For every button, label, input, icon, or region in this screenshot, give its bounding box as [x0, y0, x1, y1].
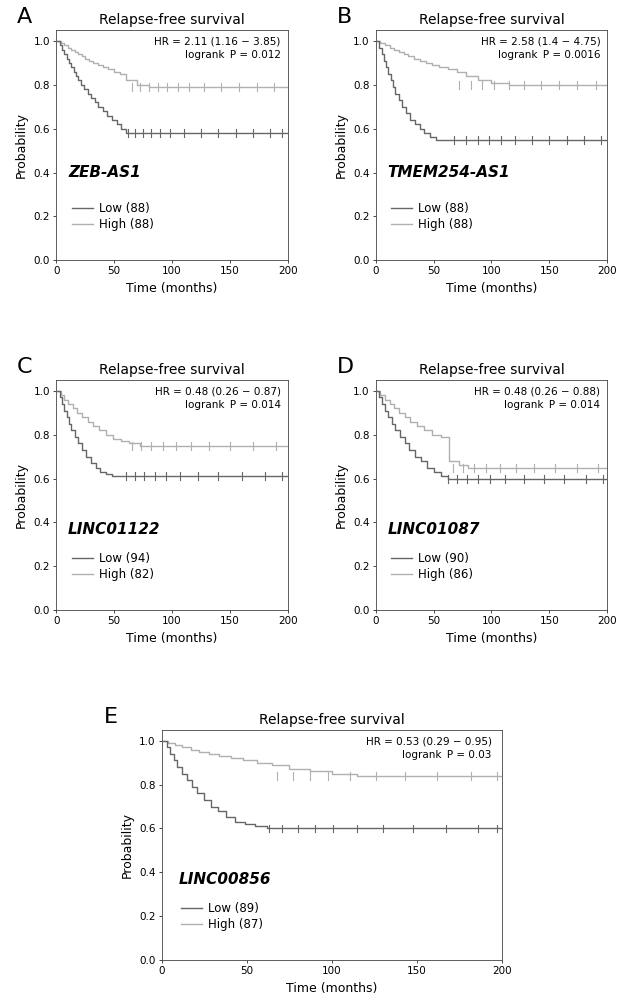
Text: LINC01122: LINC01122: [68, 522, 160, 537]
Title: Relapse-free survival: Relapse-free survival: [99, 13, 245, 27]
Y-axis label: Probability: Probability: [15, 462, 28, 528]
Text: HR = 2.58 (1.4 − 4.75)
logrank  P = 0.0016: HR = 2.58 (1.4 − 4.75) logrank P = 0.001…: [481, 37, 600, 60]
Text: HR = 0.48 (0.26 − 0.87)
logrank  P = 0.014: HR = 0.48 (0.26 − 0.87) logrank P = 0.01…: [155, 387, 281, 410]
Text: B: B: [336, 7, 352, 27]
Y-axis label: Probability: Probability: [15, 112, 28, 178]
Title: Relapse-free survival: Relapse-free survival: [419, 13, 565, 27]
X-axis label: Time (months): Time (months): [286, 982, 377, 995]
Y-axis label: Probability: Probability: [334, 462, 347, 528]
Legend: Low (88), High (88): Low (88), High (88): [391, 202, 473, 231]
Text: ZEB-AS1: ZEB-AS1: [68, 165, 141, 180]
Text: HR = 0.48 (0.26 − 0.88)
logrank  P = 0.014: HR = 0.48 (0.26 − 0.88) logrank P = 0.01…: [475, 387, 600, 410]
Title: Relapse-free survival: Relapse-free survival: [259, 713, 404, 727]
Title: Relapse-free survival: Relapse-free survival: [419, 363, 565, 377]
X-axis label: Time (months): Time (months): [126, 632, 218, 645]
Text: C: C: [17, 357, 33, 377]
Text: HR = 0.53 (0.29 − 0.95)
logrank  P = 0.03: HR = 0.53 (0.29 − 0.95) logrank P = 0.03: [366, 737, 491, 760]
Text: HR = 2.11 (1.16 − 3.85)
logrank  P = 0.012: HR = 2.11 (1.16 − 3.85) logrank P = 0.01…: [155, 37, 281, 60]
Text: E: E: [104, 707, 118, 727]
X-axis label: Time (months): Time (months): [446, 282, 537, 295]
Text: TMEM254-AS1: TMEM254-AS1: [387, 165, 510, 180]
X-axis label: Time (months): Time (months): [446, 632, 537, 645]
Text: A: A: [17, 7, 33, 27]
Legend: Low (89), High (87): Low (89), High (87): [181, 902, 264, 931]
Legend: Low (94), High (82): Low (94), High (82): [71, 552, 153, 581]
Legend: Low (88), High (88): Low (88), High (88): [71, 202, 153, 231]
Text: D: D: [336, 357, 354, 377]
Y-axis label: Probability: Probability: [334, 112, 347, 178]
X-axis label: Time (months): Time (months): [126, 282, 218, 295]
Text: LINC01087: LINC01087: [387, 522, 480, 537]
Y-axis label: Probability: Probability: [120, 812, 133, 878]
Legend: Low (90), High (86): Low (90), High (86): [391, 552, 473, 581]
Text: LINC00856: LINC00856: [178, 872, 271, 887]
Title: Relapse-free survival: Relapse-free survival: [99, 363, 245, 377]
